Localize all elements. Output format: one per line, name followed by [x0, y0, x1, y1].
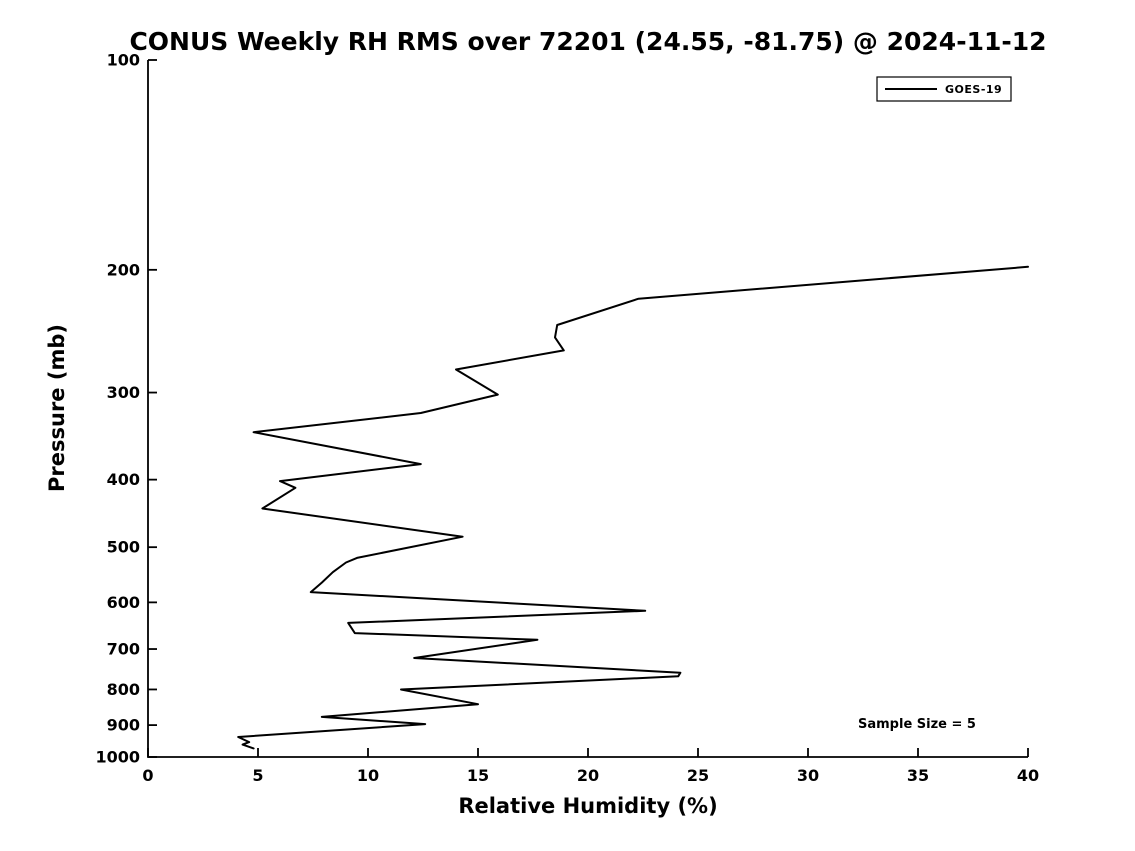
x-tick-label: 15	[467, 766, 489, 785]
y-tick-label: 100	[107, 51, 140, 70]
x-tick-label: 25	[687, 766, 709, 785]
y-axis-ticks: 100 200 300 400 500 600 700 800 900 1000	[95, 51, 157, 767]
x-tick-label: 0	[142, 766, 153, 785]
x-tick-label: 10	[357, 766, 379, 785]
y-tick-label: 800	[107, 680, 140, 699]
sample-size-annotation: Sample Size = 5	[858, 717, 976, 732]
x-axis-label: Relative Humidity (%)	[458, 794, 717, 818]
x-axis-ticks: 0 5 10 15 20 25 30 35 40	[142, 748, 1039, 785]
x-tick-label: 5	[252, 766, 263, 785]
y-tick-label: 300	[107, 383, 140, 402]
x-tick-label: 35	[907, 766, 929, 785]
x-tick-label: 20	[577, 766, 599, 785]
y-tick-label: 900	[107, 716, 140, 735]
y-tick-label: 400	[107, 470, 140, 489]
axes-spines	[147, 60, 1028, 758]
goes19-series-line	[237, 265, 1029, 750]
chart-title: CONUS Weekly RH RMS over 72201 (24.55, -…	[129, 27, 1046, 56]
legend: GOES-19	[876, 76, 1012, 102]
x-tick-label: 30	[797, 766, 819, 785]
legend-label: GOES-19	[945, 83, 1002, 96]
y-tick-label: 500	[107, 538, 140, 557]
y-tick-label: 700	[107, 640, 140, 659]
y-tick-label: 600	[107, 593, 140, 612]
y-tick-label: 200	[107, 260, 140, 279]
y-axis-label: Pressure (mb)	[45, 324, 69, 492]
x-tick-label: 40	[1017, 766, 1039, 785]
y-tick-label: 1000	[95, 748, 140, 767]
